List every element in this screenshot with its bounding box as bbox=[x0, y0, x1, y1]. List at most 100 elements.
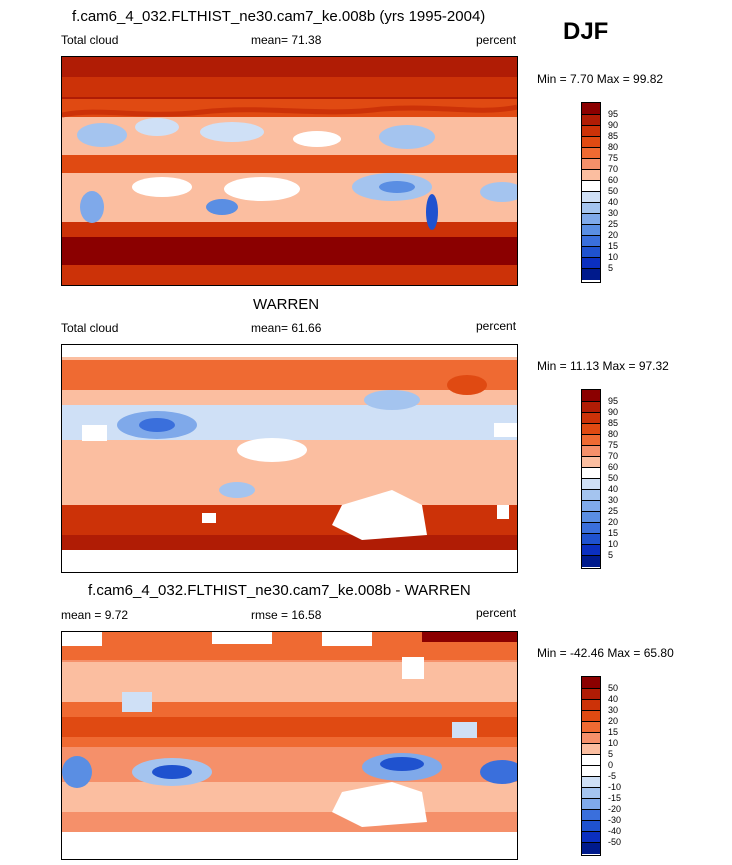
colorbar-swatch bbox=[582, 700, 600, 711]
colorbar-tick-label: 15 bbox=[608, 528, 619, 538]
colorbar-tick-label: 30 bbox=[608, 208, 619, 218]
panel1-map bbox=[61, 56, 518, 286]
colorbar-swatch bbox=[582, 843, 600, 854]
colorbar-tick-label: 20 bbox=[608, 517, 619, 527]
panel1-minmax: Min = 7.70 Max = 99.82 bbox=[537, 72, 664, 86]
colorbar-swatch bbox=[582, 126, 600, 137]
colorbar-tick-label: 60 bbox=[608, 175, 619, 185]
colorbar-tick-label: 20 bbox=[608, 230, 619, 240]
panel3-map bbox=[61, 631, 518, 860]
panel1-mean-label: mean= 71.38 bbox=[251, 33, 322, 47]
colorbar-swatch bbox=[582, 512, 600, 523]
colorbar-tick-label: 90 bbox=[608, 407, 619, 417]
panel2-variable-label: Total cloud bbox=[61, 321, 119, 335]
colorbar-swatch bbox=[582, 799, 600, 810]
colorbar-tick-label: 60 bbox=[608, 462, 619, 472]
panel2-units-label: percent bbox=[476, 319, 517, 333]
colorbar-tick-label: 15 bbox=[608, 241, 619, 251]
colorbar-tick-label: -40 bbox=[608, 826, 622, 836]
colorbar-swatch bbox=[582, 523, 600, 534]
colorbar-swatch bbox=[582, 247, 600, 258]
colorbar-tick-label: 20 bbox=[608, 716, 619, 726]
colorbar-swatch bbox=[582, 788, 600, 799]
colorbar-tick-label: 75 bbox=[608, 153, 619, 163]
colorbar-swatch bbox=[582, 689, 600, 700]
colorbar-tick-label: -15 bbox=[608, 793, 622, 803]
panel2-minmax: Min = 11.13 Max = 97.32 bbox=[537, 359, 669, 373]
colorbar-swatch bbox=[582, 214, 600, 225]
colorbar-swatch bbox=[582, 446, 600, 457]
colorbar-tick-label: 10 bbox=[608, 738, 619, 748]
colorbar-tick-label: 85 bbox=[608, 131, 619, 141]
panel1-title: f.cam6_4_032.FLTHIST_ne30.cam7_ke.008b (… bbox=[72, 8, 486, 25]
colorbar-swatch bbox=[582, 545, 600, 556]
colorbar-tick-label: 50 bbox=[608, 186, 619, 196]
colorbar-tick-label: -50 bbox=[608, 837, 622, 847]
colorbar-tick-label: 10 bbox=[608, 539, 619, 549]
colorbar-swatch bbox=[582, 225, 600, 236]
panel3-units-label: percent bbox=[476, 606, 517, 620]
colorbar-tick-label: 25 bbox=[608, 506, 619, 516]
panel3-rmse-label: rmse = 16.58 bbox=[251, 608, 322, 622]
colorbar-tick-label: 10 bbox=[608, 252, 619, 262]
panel1-variable-label: Total cloud bbox=[61, 33, 119, 47]
colorbar-swatch bbox=[582, 810, 600, 821]
panel2-colorbar bbox=[581, 389, 601, 569]
panel1-colorbar bbox=[581, 102, 601, 283]
colorbar-swatch bbox=[582, 534, 600, 545]
colorbar-tick-label: 80 bbox=[608, 142, 619, 152]
colorbar-swatch bbox=[582, 755, 600, 766]
colorbar-swatch bbox=[582, 435, 600, 446]
colorbar-tick-label: 50 bbox=[608, 683, 619, 693]
colorbar-swatch bbox=[582, 269, 600, 280]
panel3-title: f.cam6_4_032.FLTHIST_ne30.cam7_ke.008b -… bbox=[88, 582, 471, 599]
colorbar-swatch bbox=[582, 821, 600, 832]
colorbar-tick-label: 90 bbox=[608, 120, 619, 130]
colorbar-swatch bbox=[582, 390, 600, 402]
colorbar-swatch bbox=[582, 744, 600, 755]
colorbar-swatch bbox=[582, 677, 600, 689]
colorbar-tick-label: 30 bbox=[608, 705, 619, 715]
colorbar-swatch bbox=[582, 711, 600, 722]
colorbar-tick-label: 95 bbox=[608, 396, 619, 406]
colorbar-swatch bbox=[582, 192, 600, 203]
colorbar-tick-label: 50 bbox=[608, 473, 619, 483]
panel3-mean-label: mean = 9.72 bbox=[61, 608, 129, 622]
colorbar-swatch bbox=[582, 181, 600, 192]
colorbar-swatch bbox=[582, 501, 600, 512]
colorbar-swatch bbox=[582, 457, 600, 468]
colorbar-swatch bbox=[582, 159, 600, 170]
colorbar-swatch bbox=[582, 468, 600, 479]
colorbar-tick-label: 40 bbox=[608, 484, 619, 494]
panel3-colorbar bbox=[581, 676, 601, 856]
colorbar-swatch bbox=[582, 402, 600, 413]
colorbar-tick-label: 0 bbox=[608, 760, 614, 770]
colorbar-swatch bbox=[582, 556, 600, 567]
colorbar-swatch bbox=[582, 170, 600, 181]
colorbar-tick-label: 5 bbox=[608, 550, 614, 560]
panel3-minmax: Min = -42.46 Max = 65.80 bbox=[537, 646, 674, 660]
panel2-title: WARREN bbox=[253, 296, 320, 313]
colorbar-tick-label: 75 bbox=[608, 440, 619, 450]
colorbar-swatch bbox=[582, 115, 600, 126]
colorbar-swatch bbox=[582, 424, 600, 435]
colorbar-swatch bbox=[582, 148, 600, 159]
colorbar-tick-label: 40 bbox=[608, 197, 619, 207]
colorbar-swatch bbox=[582, 203, 600, 214]
colorbar-swatch bbox=[582, 490, 600, 501]
colorbar-tick-label: 80 bbox=[608, 429, 619, 439]
colorbar-tick-label: 5 bbox=[608, 263, 614, 273]
colorbar-swatch bbox=[582, 766, 600, 777]
panel2-map bbox=[61, 344, 518, 573]
colorbar-swatch bbox=[582, 722, 600, 733]
colorbar-tick-label: 5 bbox=[608, 749, 614, 759]
colorbar-tick-label: -10 bbox=[608, 782, 622, 792]
season-label: DJF bbox=[563, 18, 609, 45]
colorbar-tick-label: -5 bbox=[608, 771, 617, 781]
colorbar-swatch bbox=[582, 258, 600, 269]
colorbar-tick-label: 40 bbox=[608, 694, 619, 704]
colorbar-swatch bbox=[582, 413, 600, 424]
colorbar-tick-label: 85 bbox=[608, 418, 619, 428]
colorbar-tick-label: 95 bbox=[608, 109, 619, 119]
colorbar-swatch bbox=[582, 479, 600, 490]
